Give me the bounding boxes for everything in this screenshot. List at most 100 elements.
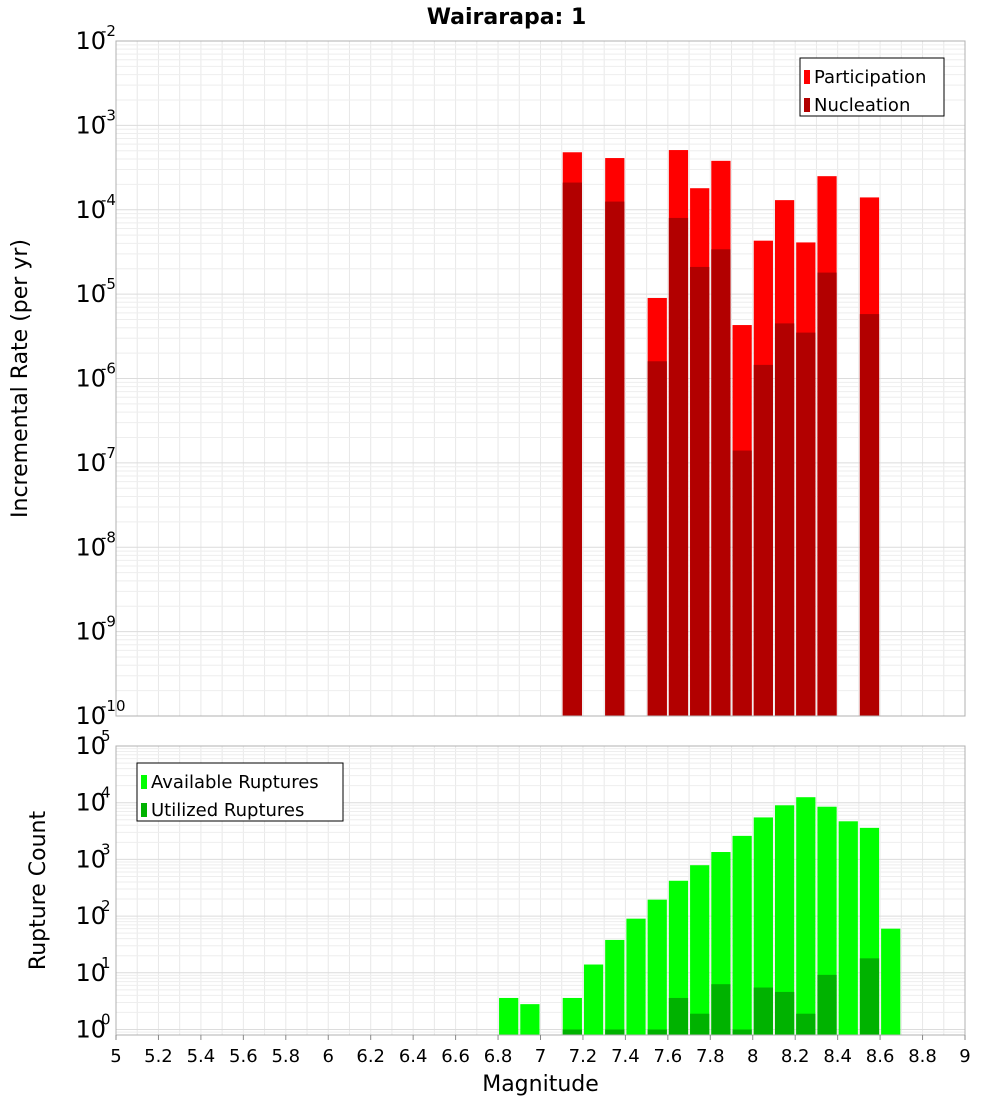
- bar: [733, 451, 752, 716]
- x-tick-label: 9: [959, 1046, 970, 1067]
- x-tick-label: 6: [323, 1046, 334, 1067]
- y-tick-label: 10-6: [75, 360, 116, 393]
- bar: [775, 992, 794, 1035]
- grid: [116, 41, 965, 716]
- bar: [690, 1014, 709, 1035]
- y-tick-exponent: 5: [101, 727, 111, 745]
- x-tick-label: 7.8: [696, 1046, 725, 1067]
- bar: [711, 249, 730, 716]
- bar: [690, 865, 709, 1035]
- bar: [796, 1014, 815, 1035]
- y-tick-label: 10-4: [75, 191, 116, 224]
- bar: [775, 323, 794, 716]
- bar: [584, 965, 603, 1035]
- bar: [860, 314, 879, 716]
- legend-label: Utilized Ruptures: [151, 800, 304, 821]
- legend: Available Ruptures Utilized Ruptures: [137, 763, 343, 821]
- y-tick-exponent: -6: [101, 360, 116, 378]
- x-tick-label: 5.6: [229, 1046, 258, 1067]
- x-tick-label: 6.6: [441, 1046, 470, 1067]
- bar: [605, 1030, 624, 1035]
- x-tick-label: 8.2: [781, 1046, 810, 1067]
- y-tick-label: 104: [75, 784, 110, 817]
- bar: [499, 998, 518, 1035]
- bar: [669, 218, 688, 716]
- y-tick-exponent: -2: [101, 22, 116, 40]
- y-tick-label: 10-7: [75, 444, 116, 477]
- bar: [754, 365, 773, 716]
- x-tick-label: 5: [110, 1046, 121, 1067]
- x-tick-label: 6.8: [484, 1046, 513, 1067]
- y-tick-label: 10-3: [75, 106, 116, 139]
- bar: [648, 1030, 667, 1035]
- chart-svg: 10-1010-910-810-710-610-510-410-310-2Wai…: [0, 0, 1000, 1100]
- x-tick-label: 8.4: [823, 1046, 852, 1067]
- y-tick-label: 105: [75, 727, 110, 760]
- bar: [605, 940, 624, 1035]
- y-tick-exponent: -10: [101, 697, 126, 715]
- y-tick-exponent: -5: [101, 275, 116, 293]
- y-tick-label: 10-8: [75, 528, 116, 561]
- y-tick-label: 10-10: [75, 697, 125, 730]
- y-tick-exponent: 2: [101, 897, 111, 915]
- bar: [626, 919, 645, 1035]
- legend-swatch: [804, 70, 810, 84]
- bar: [817, 273, 836, 716]
- x-tick-label: 5.4: [187, 1046, 216, 1067]
- x-tick-label: 8.6: [866, 1046, 895, 1067]
- bar: [669, 998, 688, 1035]
- y-axis-label: Incremental Rate (per yr): [8, 239, 33, 518]
- chart-figure: 10 -10 10 -9 10 -8 10 -7 10 -6 10 -5 10 -4 10 -3 10 -2 Wai…: [0, 0, 1000, 1100]
- legend-label: Participation: [814, 67, 926, 88]
- y-tick-label: 10-5: [75, 275, 116, 308]
- bar: [860, 958, 879, 1035]
- bar: [520, 1004, 539, 1035]
- y-tick-label: 10-2: [75, 22, 116, 55]
- y-tick-exponent: 0: [101, 1011, 111, 1029]
- x-tick-label: 7.6: [654, 1046, 683, 1067]
- x-tick-label: 5.8: [271, 1046, 300, 1067]
- x-axis-label: Magnitude: [482, 1072, 599, 1097]
- bar: [817, 975, 836, 1035]
- legend-swatch: [141, 775, 147, 789]
- y-axis-label: Rupture Count: [26, 811, 51, 971]
- bar: [754, 988, 773, 1035]
- y-tick-exponent: -3: [101, 106, 116, 124]
- legend-label: Nucleation: [814, 95, 910, 116]
- y-tick-exponent: 4: [101, 784, 111, 802]
- bar: [881, 929, 900, 1035]
- x-tick-label: 8: [747, 1046, 758, 1067]
- bar: [563, 183, 582, 716]
- bar: [648, 900, 667, 1035]
- y-tick-exponent: -8: [101, 528, 116, 546]
- y-tick-label: 101: [75, 954, 110, 987]
- y-tick-label: 10-9: [75, 613, 116, 646]
- x-tick-label: 7: [535, 1046, 546, 1067]
- y-tick-exponent: -4: [101, 191, 116, 209]
- bar: [605, 202, 624, 716]
- x-tick-label: 8.8: [908, 1046, 937, 1067]
- bar: [711, 984, 730, 1035]
- legend: Participation Nucleation: [800, 58, 944, 116]
- bar: [839, 821, 858, 1035]
- bar: [733, 836, 752, 1035]
- chart-title: Wairarapa: 1: [427, 5, 587, 30]
- legend-swatch: [141, 803, 147, 817]
- y-tick-exponent: 1: [101, 954, 111, 972]
- x-tick-label: 7.4: [611, 1046, 640, 1067]
- y-tick-exponent: -9: [101, 613, 116, 631]
- x-tick-label: 6.4: [399, 1046, 428, 1067]
- bar: [563, 1030, 582, 1035]
- y-tick-label: 100: [75, 1011, 110, 1044]
- bar: [733, 1030, 752, 1035]
- bar: [690, 267, 709, 716]
- legend-label: Available Ruptures: [151, 772, 319, 793]
- x-tick-label: 6.2: [356, 1046, 385, 1067]
- bar: [563, 998, 582, 1035]
- x-tick-label: 7.2: [569, 1046, 598, 1067]
- bar: [648, 361, 667, 716]
- bar: [796, 797, 815, 1035]
- y-tick-exponent: -7: [101, 444, 116, 462]
- legend-swatch: [804, 98, 810, 112]
